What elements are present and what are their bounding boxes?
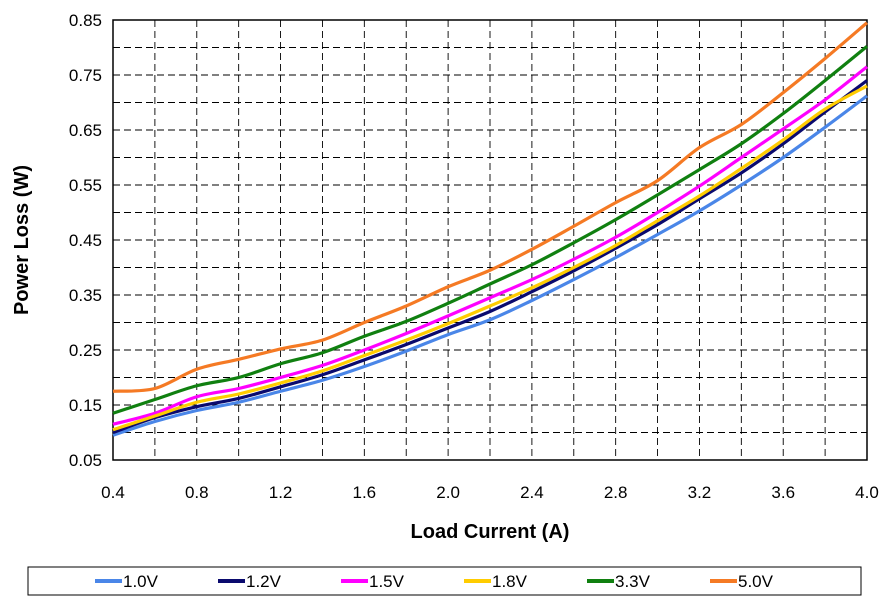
- legend-label: 3.3V: [615, 572, 651, 591]
- x-tick-label: 0.4: [101, 483, 125, 502]
- y-tick-label: 0.85: [69, 11, 102, 30]
- series-lines: [112, 21, 869, 437]
- x-tick-label: 4.0: [855, 483, 879, 502]
- legend: 1.0V 1.2V 1.5V 1.8V 3.3V 5.0V: [95, 572, 774, 591]
- legend-label: 5.0V: [738, 572, 774, 591]
- series-line-1-2v: [112, 79, 868, 435]
- y-tick-label: 0.15: [69, 396, 102, 415]
- legend-label: 1.0V: [123, 572, 159, 591]
- y-axis-title: Power Loss (W): [11, 165, 33, 315]
- series-line-1-8v: [112, 84, 868, 432]
- gridlines: [113, 20, 867, 460]
- x-tick-label: 3.6: [771, 483, 795, 502]
- y-tick-label: 0.55: [69, 176, 102, 195]
- series-line-5-0v: [112, 21, 869, 393]
- x-tick-label: 1.6: [353, 483, 377, 502]
- y-tick-label: 0.05: [69, 451, 102, 470]
- x-tick-label: 3.2: [688, 483, 712, 502]
- y-tick-label: 0.75: [69, 66, 102, 85]
- y-tick-labels: 0.05 0.15 0.25 0.35 0.45 0.55 0.65 0.75 0.85: [69, 11, 102, 470]
- x-tick-label: 2.4: [520, 483, 544, 502]
- x-tick-label: 2.0: [436, 483, 460, 502]
- x-tick-label: 2.8: [604, 483, 628, 502]
- y-tick-label: 0.45: [69, 231, 102, 250]
- y-tick-label: 0.65: [69, 121, 102, 140]
- plot-area: [112, 19, 868, 461]
- x-tick-label: 0.8: [185, 483, 209, 502]
- x-axis-title: Load Current (A): [411, 521, 570, 543]
- legend-label: 1.2V: [246, 572, 282, 591]
- legend-label: 1.5V: [369, 572, 405, 591]
- series-line-1-0v: [112, 94, 868, 437]
- legend-label: 1.8V: [492, 572, 528, 591]
- y-tick-label: 0.25: [69, 341, 102, 360]
- series-line-1-5v: [112, 65, 868, 426]
- series-line-3-3v: [112, 45, 869, 415]
- x-tick-label: 1.2: [269, 483, 293, 502]
- y-tick-label: 0.35: [69, 286, 102, 305]
- x-tick-labels: 0.4 0.8 1.2 1.6 2.0 2.4 2.8 3.2 3.6 4.0: [101, 483, 879, 502]
